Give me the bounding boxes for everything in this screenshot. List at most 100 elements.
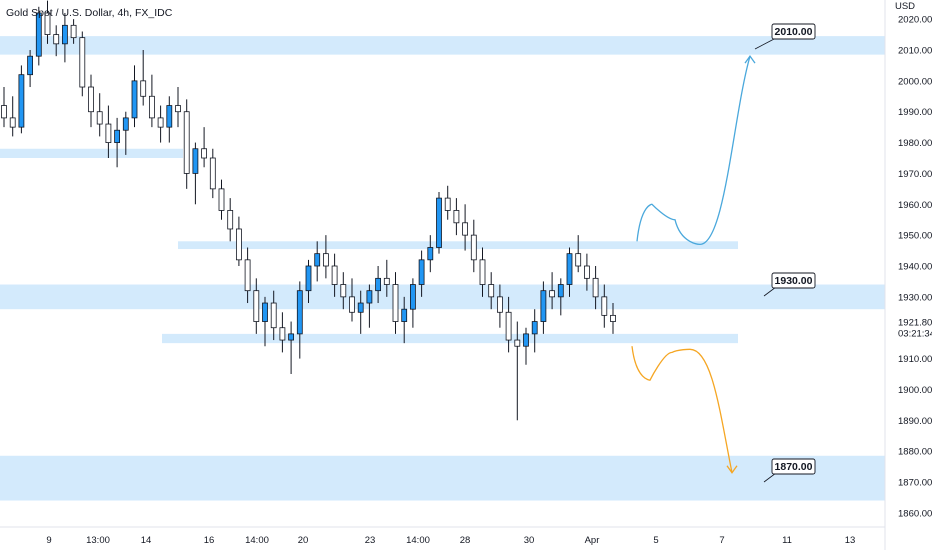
candle-body	[314, 253, 321, 267]
candle	[105, 105, 112, 158]
time-tick-label: 23	[365, 535, 376, 546]
projection-layer	[631, 55, 756, 474]
candle-body	[114, 129, 120, 143]
candle-body	[549, 290, 555, 298]
price-callout: 1870.00	[763, 458, 816, 483]
price-tick-label: 1980.00	[898, 138, 932, 149]
callout-label: 1870.00	[775, 461, 813, 473]
candle-body	[105, 123, 112, 143]
candle	[392, 272, 399, 334]
candle	[305, 259, 312, 304]
candle-body	[322, 253, 329, 267]
candle	[531, 309, 538, 353]
candle-body	[496, 296, 503, 313]
callout-box	[771, 23, 816, 40]
countdown-label: 03:21:34	[898, 329, 932, 340]
candle-body	[227, 210, 234, 230]
projection-bearish	[631, 346, 733, 473]
price-tick-label: 1990.00	[898, 107, 932, 118]
callout-pointer	[763, 472, 777, 483]
candle	[96, 93, 103, 137]
candle-body	[418, 259, 425, 285]
candle-body	[584, 265, 590, 279]
candle-body	[444, 197, 451, 211]
price-tick-label: 1970.00	[898, 169, 932, 180]
candle	[9, 96, 16, 137]
time-tick-label: 9	[46, 535, 51, 546]
candle	[70, 19, 77, 44]
candle	[470, 219, 477, 273]
candle-body	[131, 80, 138, 119]
candle	[340, 272, 347, 310]
candle-body	[122, 117, 129, 131]
candle-body	[601, 296, 608, 316]
candle	[53, 25, 60, 57]
candle-body	[166, 105, 173, 128]
candle-body	[70, 24, 77, 39]
candles-layer	[1, 0, 616, 421]
candle	[18, 65, 25, 134]
candle	[557, 278, 564, 316]
candle-body	[209, 157, 216, 190]
price-tick-label: 1860.00	[898, 508, 932, 519]
last-price-group: 1921.80 03:21:34	[898, 318, 932, 340]
candle	[183, 99, 190, 189]
candle-body	[183, 111, 190, 174]
chart-title: Gold Spot / U.S. Dollar, 4h, FX_IDC	[6, 7, 173, 19]
candle	[218, 179, 225, 220]
candle-body	[262, 302, 268, 322]
candle-body	[62, 24, 68, 45]
candle	[244, 247, 251, 304]
candle	[157, 105, 164, 143]
candle	[122, 111, 129, 155]
price-tick-label: 1950.00	[898, 231, 932, 242]
candle-body	[305, 265, 312, 292]
candle	[235, 216, 242, 266]
time-tick-label: 14:00	[245, 535, 269, 546]
price-tick-label: 1870.00	[898, 478, 932, 489]
candle	[322, 235, 329, 279]
price-tick-label: 2000.00	[898, 76, 932, 87]
candle-body	[375, 277, 382, 292]
time-axis[interactable]: 9 13:00 14 16 14:00 20 23 14:00 28 30 Apr 5 7 11 13	[46, 535, 855, 546]
support-resistance-zone	[178, 241, 738, 250]
price-callout: 2010.00	[754, 23, 816, 50]
price-tick-label: 1890.00	[898, 416, 932, 427]
candle-body	[201, 148, 208, 159]
support-resistance-zone	[0, 284, 885, 310]
candle-body	[409, 284, 416, 310]
candle-body	[453, 210, 460, 224]
projection-arrowhead	[726, 465, 738, 474]
candle-body	[44, 12, 51, 35]
time-tick-label: 5	[653, 535, 658, 546]
callout-pointer	[763, 286, 777, 297]
candle	[418, 250, 425, 297]
candle	[262, 296, 268, 347]
price-tick-label: 1910.00	[898, 354, 932, 365]
candle-body	[1, 105, 7, 119]
callout-box	[771, 272, 816, 289]
candle	[540, 281, 547, 334]
candle	[592, 266, 599, 310]
candle-body	[218, 188, 225, 211]
candle	[427, 235, 434, 273]
candle-body	[253, 290, 260, 322]
candle-body	[427, 247, 434, 261]
candle	[148, 74, 155, 128]
price-axis[interactable]: USD 2020.00 2010.00 2000.00 1990.00 1980.00 1…	[895, 1, 932, 519]
time-tick-label: 30	[524, 535, 535, 546]
candle	[401, 296, 408, 344]
candle	[209, 148, 216, 199]
candle	[166, 96, 173, 143]
candle-body	[35, 12, 42, 57]
candle-body	[340, 284, 347, 298]
candle-body	[479, 259, 486, 285]
projection-bullish	[636, 55, 751, 246]
candle	[549, 272, 555, 310]
callout-layer: 2010.00 1930.00 1870.00	[754, 23, 816, 483]
candle-body	[148, 95, 155, 119]
candle	[131, 65, 138, 128]
candle	[253, 278, 260, 334]
candle	[288, 321, 295, 374]
